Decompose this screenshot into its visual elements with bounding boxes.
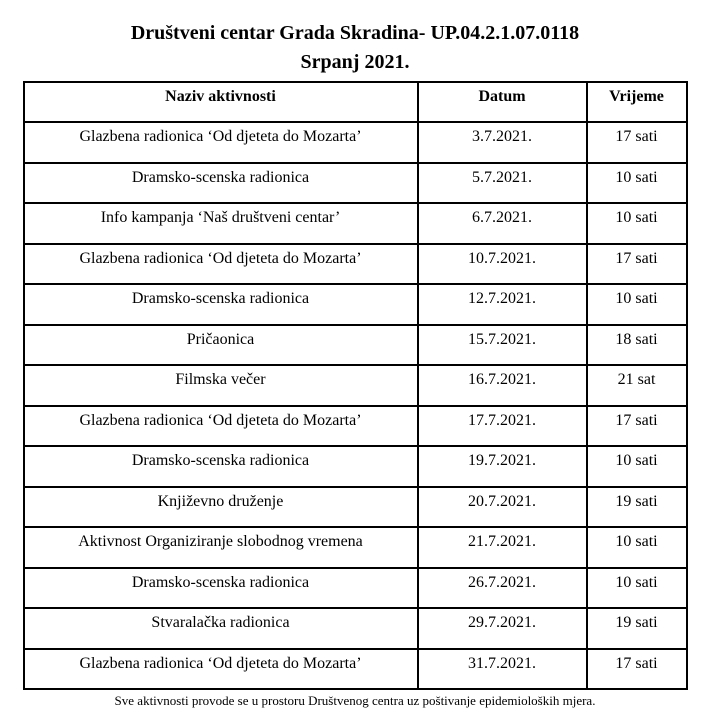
time-cell: 10 sati — [585, 283, 688, 326]
activity-cell: Književno druženje — [22, 485, 419, 528]
time-cell: 10 sati — [585, 161, 688, 204]
date-cell: 6.7.2021. — [416, 202, 588, 245]
activity-cell: Glazbena radionica ‘Od djeteta do Mozart… — [22, 647, 419, 690]
footer-note: Sve aktivnosti provode se u prostoru Dru… — [114, 693, 596, 708]
date-cell: 16.7.2021. — [416, 364, 588, 407]
column-header-activity: Naziv aktivnosti — [22, 81, 419, 123]
activity-cell: Glazbena radionica ‘Od djeteta do Mozart… — [22, 121, 419, 164]
time-cell: 10 sati — [585, 566, 688, 609]
date-cell: 21.7.2021. — [416, 526, 588, 569]
column-header-time: Vrijeme — [585, 81, 688, 123]
table-row: Dramsko-scenska radionica 19.7.2021. 10 sa… — [22, 445, 688, 488]
table-row: Dramsko-scenska radionica 12.7.2021. 10 sa… — [22, 283, 688, 326]
activity-cell: Info kampanja ‘Naš društveni centar’ — [22, 202, 419, 245]
time-cell: 17 sati — [585, 404, 688, 447]
table-row: Filmska večer 16.7.2021. 21 sat — [22, 364, 688, 407]
table-row: Glazbena radionica ‘Od djeteta do Mozart… — [22, 121, 688, 164]
table-row: Dramsko-scenska radionica 26.7.2021. 10 sa… — [22, 566, 688, 609]
table-row: Aktivnost Organiziranje slobodnog vremen… — [22, 526, 688, 569]
activity-cell: Dramsko-scenska radionica — [22, 445, 419, 488]
time-cell: 17 sati — [585, 647, 688, 690]
time-cell: 18 sati — [585, 323, 688, 366]
date-cell: 31.7.2021. — [416, 647, 588, 690]
table-row: Dramsko-scenska radionica 5.7.2021. 10 sat… — [22, 161, 688, 204]
time-cell: 10 sati — [585, 202, 688, 245]
title-line-1: Društveni centar Grada Skradina- UP.04.2… — [130, 22, 580, 44]
date-cell: 12.7.2021. — [416, 283, 588, 326]
table-row: Stvaralačka radionica 29.7.2021. 19 sati — [22, 607, 688, 650]
table-row: Književno druženje 20.7.2021. 19 sati — [22, 485, 688, 528]
date-cell: 10.7.2021. — [416, 242, 588, 285]
activity-cell: Stvaralačka radionica — [22, 607, 419, 650]
table-header: Naziv aktivnosti Datum Vrijeme — [22, 81, 688, 123]
activity-cell: Filmska večer — [22, 364, 419, 407]
table-row: Pričaonica 15.7.2021. 18 sati — [22, 323, 688, 366]
time-cell: 17 sati — [585, 121, 688, 164]
time-cell: 19 sati — [585, 485, 688, 528]
schedule-table-body: Glazbena radionica ‘Od djeteta do Mozart… — [22, 121, 688, 690]
activity-cell: Pričaonica — [22, 323, 419, 366]
time-cell: 10 sati — [585, 445, 688, 488]
time-cell: 21 sat — [585, 364, 688, 407]
date-cell: 20.7.2021. — [416, 485, 588, 528]
header-row: Naziv aktivnosti Datum Vrijeme — [22, 81, 688, 123]
time-cell: 10 sati — [585, 526, 688, 569]
date-cell: 3.7.2021. — [416, 121, 588, 164]
date-cell: 15.7.2021. — [416, 323, 588, 366]
date-cell: 5.7.2021. — [416, 161, 588, 204]
date-cell: 26.7.2021. — [416, 566, 588, 609]
table-row: Glazbena radionica ‘Od djeteta do Mozart… — [22, 404, 688, 447]
time-cell: 19 sati — [585, 607, 688, 650]
date-cell: 17.7.2021. — [416, 404, 588, 447]
activity-cell: Dramsko-scenska radionica — [22, 283, 419, 326]
activity-schedule-table: Naziv aktivnosti Datum Vrijeme Glazbena … — [22, 81, 688, 690]
activity-cell: Aktivnost Organiziranje slobodnog vremen… — [22, 526, 419, 569]
document-title: Društveni centar Grada Skradina- UP.04.2… — [0, 19, 710, 77]
table-row: Info kampanja ‘Naš društveni centar’ 6.7.… — [22, 202, 688, 245]
table-row: Glazbena radionica ‘Od djeteta do Mozart… — [22, 647, 688, 690]
date-cell: 19.7.2021. — [416, 445, 588, 488]
column-header-date: Datum — [416, 81, 588, 123]
date-cell: 29.7.2021. — [416, 607, 588, 650]
activity-cell: Dramsko-scenska radionica — [22, 161, 419, 204]
table-row: Glazbena radionica ‘Od djeteta do Mozart… — [22, 242, 688, 285]
activity-cell: Glazbena radionica ‘Od djeteta do Mozart… — [22, 404, 419, 447]
activity-cell: Dramsko-scenska radionica — [22, 566, 419, 609]
title-line-2: Srpanj 2021. — [300, 51, 410, 73]
activity-cell: Glazbena radionica ‘Od djeteta do Mozart… — [22, 242, 419, 285]
time-cell: 17 sati — [585, 242, 688, 285]
